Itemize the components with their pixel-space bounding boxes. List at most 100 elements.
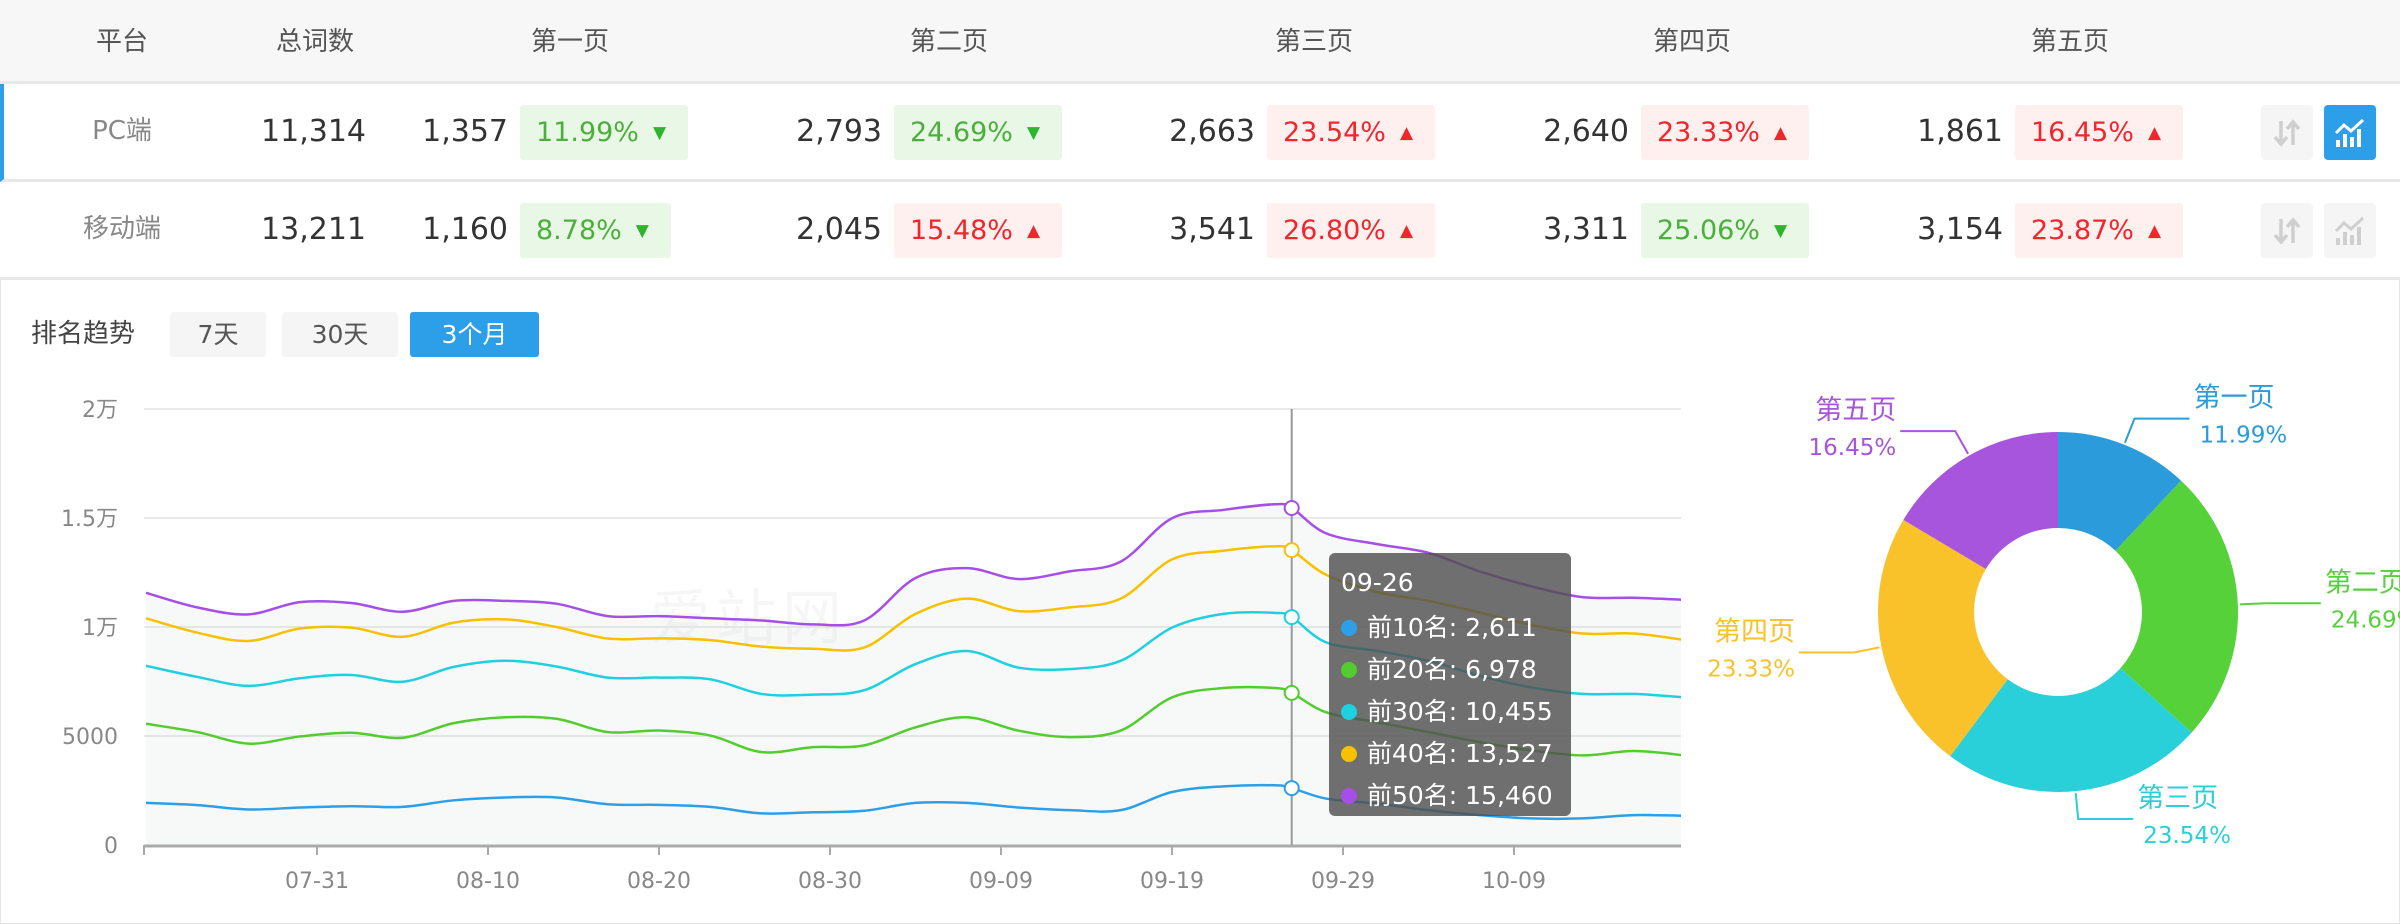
tab-3-months[interactable]: 3个月 xyxy=(410,312,539,357)
percent-badge: 11.99% ▼ xyxy=(520,105,689,160)
sort-icon xyxy=(2273,216,2301,245)
tab-30-days[interactable]: 30天 xyxy=(282,312,398,357)
pie-slice xyxy=(1878,519,2008,757)
trend-chart-button[interactable] xyxy=(2324,203,2376,258)
percent-badge: 26.80% ▲ xyxy=(1267,203,1436,258)
page-count: 2,663 xyxy=(1169,114,1255,149)
x-tick-label: 08-20 xyxy=(627,869,691,894)
percent-badge: 23.54% ▲ xyxy=(1267,105,1436,160)
pie-label: 第三页 xyxy=(2137,783,2218,814)
total-count: 13,211 xyxy=(261,212,366,247)
tooltip-item-label: 前10名: 2,611 xyxy=(1367,613,1537,642)
trend-label: 排名趋势 xyxy=(31,319,136,349)
area-fill xyxy=(146,504,1681,845)
tooltip-item: 前10名: 2,611 xyxy=(1341,607,1571,649)
x-tick-label: 09-29 xyxy=(1311,869,1375,894)
total-count: 11,314 xyxy=(261,114,366,149)
legend-dot-icon xyxy=(1341,746,1357,762)
arrow-up-icon: ▲ xyxy=(1773,123,1788,143)
tooltip-item-label: 前40名: 13,527 xyxy=(1367,739,1553,768)
x-tick-label: 09-09 xyxy=(969,869,1033,894)
percent-value: 16.45% xyxy=(2031,117,2134,148)
table-header: 平台 总词数 第一页 第二页 第三页 第四页 第五页 xyxy=(0,0,2400,84)
hover-point xyxy=(1283,780,1300,797)
pie-percent-label: 23.54% xyxy=(2143,823,2231,849)
header-total: 总词数 xyxy=(275,27,355,57)
hover-point xyxy=(1283,684,1300,701)
pie-leader-line xyxy=(2124,417,2190,444)
header-page1: 第一页 xyxy=(530,27,610,57)
arrow-down-icon: ▼ xyxy=(635,221,649,241)
percent-value: 23.87% xyxy=(2031,215,2134,246)
arrow-up-icon: ▲ xyxy=(1399,221,1414,241)
series-line xyxy=(145,502,1681,627)
y-tick-label: 1万 xyxy=(82,616,118,641)
platform-name: PC端 xyxy=(92,116,152,146)
x-tick-label: 08-30 xyxy=(798,869,862,894)
pie-leader-line xyxy=(2239,602,2321,606)
pie-slice xyxy=(2058,432,2182,551)
legend-dot-icon xyxy=(1341,662,1357,678)
hover-point xyxy=(1283,542,1300,559)
sort-icon xyxy=(2273,118,2301,147)
page-count: 1,160 xyxy=(422,212,508,247)
percent-value: 24.69% xyxy=(910,117,1013,148)
page-count: 3,154 xyxy=(1917,212,2003,247)
percent-badge: 23.87% ▲ xyxy=(2015,203,2184,258)
x-tick-label: 07-31 xyxy=(285,869,349,894)
y-tick-label: 1.5万 xyxy=(61,507,118,532)
pie-percent-label: 11.99% xyxy=(2200,423,2288,449)
tooltip-item: 前40名: 13,527 xyxy=(1341,733,1571,775)
arrow-down-icon: ▼ xyxy=(1773,221,1788,241)
tab-7-days[interactable]: 7天 xyxy=(170,312,266,357)
pie-label: 第五页 xyxy=(1815,395,1896,426)
y-tick-label: 0 xyxy=(104,834,118,859)
percent-value: 8.78% xyxy=(536,215,622,246)
line-chart-icon xyxy=(2334,216,2365,245)
sort-button[interactable] xyxy=(2261,203,2313,258)
pie-percent-label: 23.33% xyxy=(1707,656,1795,682)
pie-slice xyxy=(1950,668,2192,792)
table-row: 移动端 13,211 1,160 8.78% ▼ 2,045 15.48% ▲ 3,541… xyxy=(0,182,2400,280)
arrow-up-icon: ▲ xyxy=(2147,123,2162,143)
pie-label: 第二页 xyxy=(2325,567,2400,598)
pie-label: 第四页 xyxy=(1714,616,1795,647)
tooltip-item: 前30名: 10,455 xyxy=(1341,691,1571,733)
chart-tooltip: 09-26 前10名: 2,611 前20名: 6,978 前30名: 10,455… xyxy=(1329,553,1571,816)
page-count: 1,861 xyxy=(1917,114,2003,149)
pie-slice xyxy=(1903,432,2058,570)
page-count: 2,045 xyxy=(796,212,882,247)
line-chart-icon xyxy=(2334,118,2365,147)
tooltip-item-label: 前30名: 10,455 xyxy=(1367,697,1553,726)
hover-point xyxy=(1283,609,1300,626)
tooltip-item: 前20名: 6,978 xyxy=(1341,649,1571,691)
percent-value: 11.99% xyxy=(536,117,639,148)
percent-badge: 23.33% ▲ xyxy=(1641,105,1810,160)
page-count: 3,311 xyxy=(1543,212,1629,247)
pie-leader-line xyxy=(1900,430,1969,455)
page-count: 1,357 xyxy=(422,114,508,149)
trend-chart-button[interactable] xyxy=(2324,105,2376,160)
percent-badge: 8.78% ▼ xyxy=(520,203,671,258)
pie-leader-line xyxy=(2074,793,2134,821)
pie-leader-line xyxy=(1798,646,1880,654)
pie-percent-label: 16.45% xyxy=(1809,435,1897,461)
x-tick-label: 10-09 xyxy=(1482,869,1546,894)
header-page2: 第二页 xyxy=(909,27,989,57)
percent-badge: 15.48% ▲ xyxy=(894,203,1063,258)
pie-percent-label: 24.69% xyxy=(2331,607,2400,633)
arrow-up-icon: ▲ xyxy=(1026,221,1041,241)
tooltip-item: 前50名: 15,460 xyxy=(1341,775,1571,817)
percent-value: 15.48% xyxy=(910,215,1013,246)
tooltip-date: 09-26 xyxy=(1341,568,1414,597)
arrow-up-icon: ▲ xyxy=(1399,123,1414,143)
x-tick-label: 09-19 xyxy=(1140,869,1204,894)
sort-button[interactable] xyxy=(2261,105,2313,160)
legend-dot-icon xyxy=(1341,620,1357,636)
header-page5: 第五页 xyxy=(2030,27,2110,57)
legend-dot-icon xyxy=(1341,704,1357,720)
x-tick-label: 08-10 xyxy=(456,869,520,894)
header-platform: 平台 xyxy=(95,27,149,57)
table-row: PC端 11,314 1,357 11.99% ▼ 2,793 24.69% ▼ 2,66… xyxy=(0,84,2400,182)
